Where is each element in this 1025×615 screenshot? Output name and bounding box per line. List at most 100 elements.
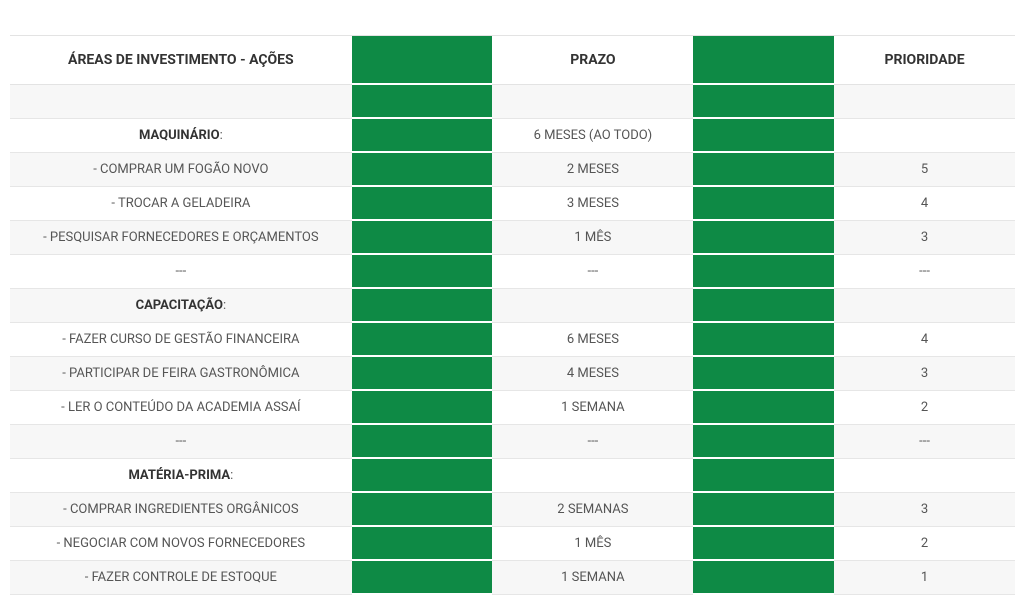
cell-green bbox=[693, 85, 834, 119]
table-row: - LER O CONTEÚDO DA ACADEMIA ASSAÍ 1 SEM… bbox=[10, 391, 1015, 425]
cell-green bbox=[352, 357, 493, 391]
cell-green bbox=[693, 289, 834, 323]
cell-prioridade: --- bbox=[834, 425, 1015, 459]
investment-plan-table: ÁREAS DE INVESTIMENTO - AÇÕES PRAZO PRIO… bbox=[10, 35, 1015, 595]
cell-green bbox=[352, 119, 493, 153]
cell-prazo: --- bbox=[492, 255, 693, 289]
cell-prazo bbox=[492, 459, 693, 493]
cell-green bbox=[693, 425, 834, 459]
cell-green bbox=[352, 391, 493, 425]
cell-prioridade bbox=[834, 119, 1015, 153]
table-row: - PESQUISAR FORNECEDORES E ORÇAMENTOS 1 … bbox=[10, 221, 1015, 255]
cell-prioridade bbox=[834, 85, 1015, 119]
cell-acao: --- bbox=[10, 425, 352, 459]
cell-green bbox=[693, 323, 834, 357]
col-header-prioridade: PRIORIDADE bbox=[834, 35, 1015, 85]
cell-green bbox=[693, 221, 834, 255]
cell-acao: - FAZER CURSO DE GESTÃO FINANCEIRA bbox=[10, 323, 352, 357]
cell-prioridade: --- bbox=[834, 255, 1015, 289]
col-header-green-1 bbox=[352, 35, 493, 85]
cell-prazo bbox=[492, 289, 693, 323]
table-row: - NEGOCIAR COM NOVOS FORNECEDORES 1 MÊS … bbox=[10, 527, 1015, 561]
cell-green bbox=[693, 561, 834, 595]
cell-acao: - TROCAR A GELADEIRA bbox=[10, 187, 352, 221]
cell-acao: - NEGOCIAR COM NOVOS FORNECEDORES bbox=[10, 527, 352, 561]
section-suffix: : bbox=[223, 298, 226, 313]
table-row: CAPACITAÇÃO: bbox=[10, 289, 1015, 323]
cell-prioridade bbox=[834, 289, 1015, 323]
table-body: MAQUINÁRIO: 6 MESES (AO TODO) - COMPRAR … bbox=[10, 85, 1015, 595]
cell-acao: - PESQUISAR FORNECEDORES E ORÇAMENTOS bbox=[10, 221, 352, 255]
cell-green bbox=[352, 289, 493, 323]
cell-prazo: 4 MESES bbox=[492, 357, 693, 391]
table-row: - FAZER CURSO DE GESTÃO FINANCEIRA 6 MES… bbox=[10, 323, 1015, 357]
table-row: MAQUINÁRIO: 6 MESES (AO TODO) bbox=[10, 119, 1015, 153]
cell-prioridade: 4 bbox=[834, 187, 1015, 221]
cell-prazo: 1 MÊS bbox=[492, 221, 693, 255]
cell-green bbox=[352, 527, 493, 561]
cell-acao: - COMPRAR UM FOGÃO NOVO bbox=[10, 153, 352, 187]
cell-green bbox=[352, 221, 493, 255]
cell-prazo: 1 SEMANA bbox=[492, 561, 693, 595]
cell-green bbox=[352, 323, 493, 357]
cell-green bbox=[352, 459, 493, 493]
cell-prazo: 1 MÊS bbox=[492, 527, 693, 561]
cell-prioridade: 3 bbox=[834, 221, 1015, 255]
cell-green bbox=[352, 187, 493, 221]
cell-acao: CAPACITAÇÃO: bbox=[10, 289, 352, 323]
col-header-acoes: ÁREAS DE INVESTIMENTO - AÇÕES bbox=[10, 35, 352, 85]
cell-acao: - COMPRAR INGREDIENTES ORGÂNICOS bbox=[10, 493, 352, 527]
cell-prazo: 6 MESES bbox=[492, 323, 693, 357]
cell-prioridade: 3 bbox=[834, 493, 1015, 527]
table-row: - PARTICIPAR DE FEIRA GASTRONÔMICA 4 MES… bbox=[10, 357, 1015, 391]
investment-plan-table-container: ÁREAS DE INVESTIMENTO - AÇÕES PRAZO PRIO… bbox=[0, 0, 1025, 615]
cell-prioridade: 2 bbox=[834, 391, 1015, 425]
cell-acao: MAQUINÁRIO: bbox=[10, 119, 352, 153]
section-label: CAPACITAÇÃO bbox=[136, 298, 223, 313]
cell-prioridade: 3 bbox=[834, 357, 1015, 391]
col-header-green-2 bbox=[693, 35, 834, 85]
cell-green bbox=[352, 85, 493, 119]
cell-acao: MATÉRIA-PRIMA: bbox=[10, 459, 352, 493]
cell-prazo: 2 MESES bbox=[492, 153, 693, 187]
cell-green bbox=[693, 459, 834, 493]
section-label: MAQUINÁRIO bbox=[139, 128, 220, 143]
cell-green bbox=[693, 527, 834, 561]
cell-acao: - LER O CONTEÚDO DA ACADEMIA ASSAÍ bbox=[10, 391, 352, 425]
cell-prioridade: 1 bbox=[834, 561, 1015, 595]
cell-green bbox=[352, 561, 493, 595]
section-suffix: : bbox=[230, 468, 233, 483]
table-row: --- --- --- bbox=[10, 425, 1015, 459]
cell-green bbox=[693, 493, 834, 527]
cell-green bbox=[693, 119, 834, 153]
cell-green bbox=[352, 493, 493, 527]
cell-prazo: 1 SEMANA bbox=[492, 391, 693, 425]
cell-prazo: 2 SEMANAS bbox=[492, 493, 693, 527]
table-row: - COMPRAR UM FOGÃO NOVO 2 MESES 5 bbox=[10, 153, 1015, 187]
cell-prioridade: 5 bbox=[834, 153, 1015, 187]
cell-prazo bbox=[492, 85, 693, 119]
table-row: - FAZER CONTROLE DE ESTOQUE 1 SEMANA 1 bbox=[10, 561, 1015, 595]
table-header-row: ÁREAS DE INVESTIMENTO - AÇÕES PRAZO PRIO… bbox=[10, 35, 1015, 85]
cell-green bbox=[352, 425, 493, 459]
section-label: MATÉRIA-PRIMA bbox=[128, 468, 230, 483]
cell-prazo: --- bbox=[492, 425, 693, 459]
cell-prazo: 3 MESES bbox=[492, 187, 693, 221]
cell-green bbox=[352, 153, 493, 187]
cell-green bbox=[693, 187, 834, 221]
cell-acao: - PARTICIPAR DE FEIRA GASTRONÔMICA bbox=[10, 357, 352, 391]
cell-prazo: 6 MESES (AO TODO) bbox=[492, 119, 693, 153]
table-row: - TROCAR A GELADEIRA 3 MESES 4 bbox=[10, 187, 1015, 221]
cell-green bbox=[693, 357, 834, 391]
table-row: MATÉRIA-PRIMA: bbox=[10, 459, 1015, 493]
cell-acao bbox=[10, 85, 352, 119]
table-row bbox=[10, 85, 1015, 119]
cell-prioridade bbox=[834, 459, 1015, 493]
col-header-prazo: PRAZO bbox=[492, 35, 693, 85]
cell-prioridade: 4 bbox=[834, 323, 1015, 357]
cell-prioridade: 2 bbox=[834, 527, 1015, 561]
table-row: --- --- --- bbox=[10, 255, 1015, 289]
cell-green bbox=[352, 255, 493, 289]
cell-green bbox=[693, 391, 834, 425]
section-suffix: : bbox=[220, 128, 223, 143]
